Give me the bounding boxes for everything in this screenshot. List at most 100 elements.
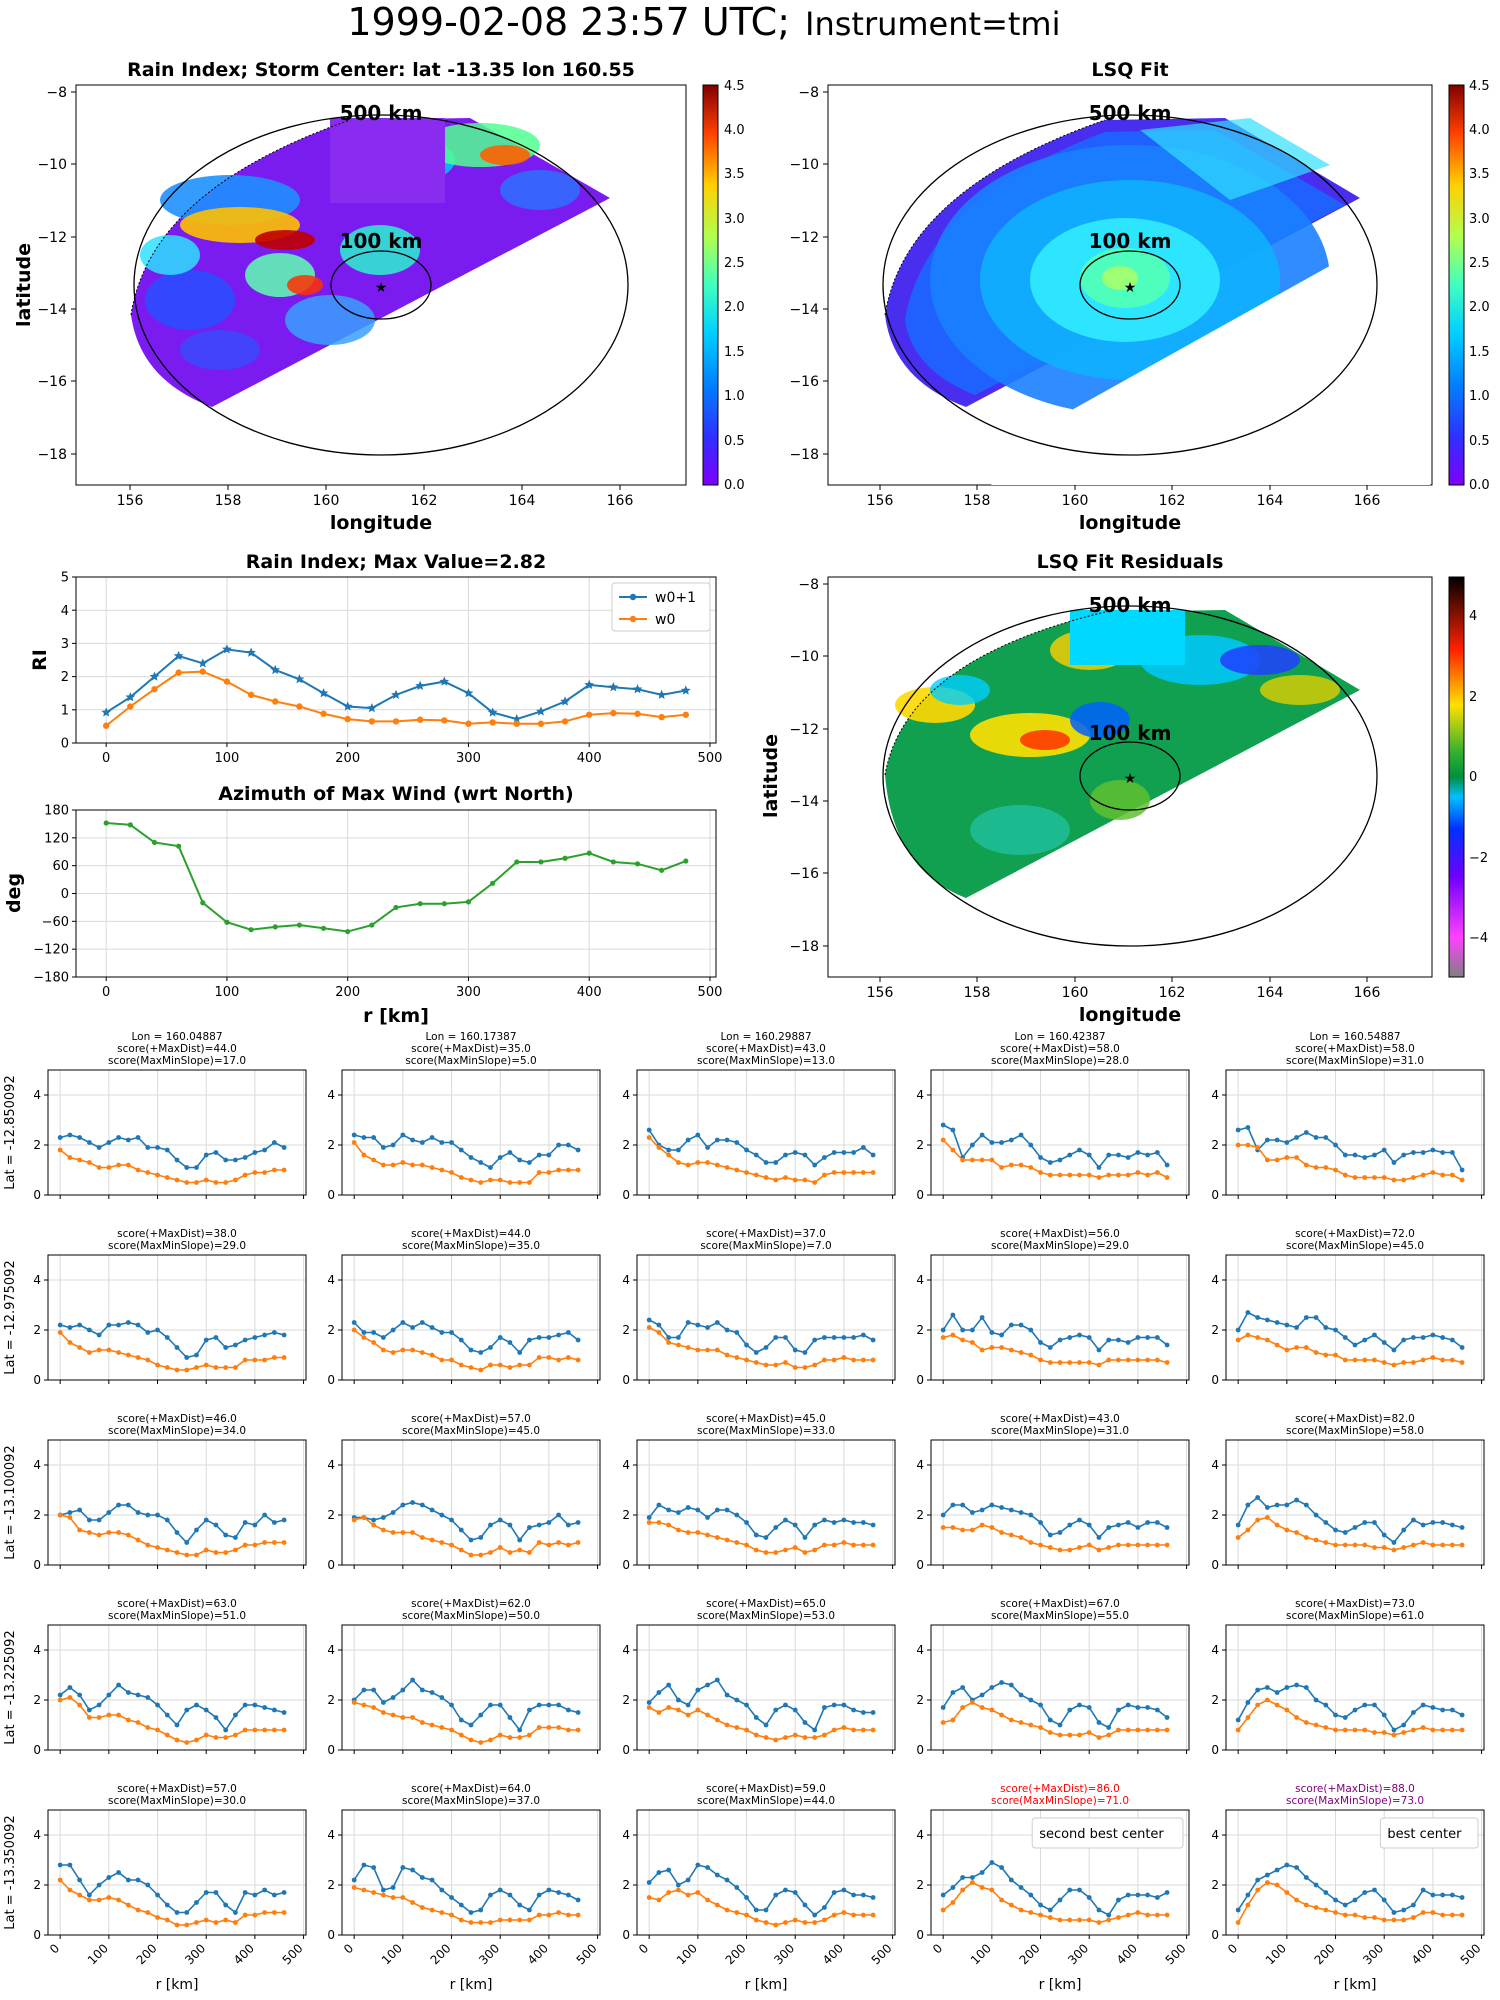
score-maxdist: score(+MaxDist)=67.0 — [1000, 1598, 1120, 1610]
series-w0-point — [164, 1732, 170, 1738]
series-w0plus1-point — [656, 1502, 662, 1508]
series-w0-point — [439, 1167, 445, 1173]
series-w0plus1-point — [419, 1140, 425, 1145]
series-w0plus1-point — [1235, 1907, 1241, 1913]
series-w0plus1-point — [960, 1685, 966, 1690]
series-w0plus1-point — [507, 1522, 513, 1528]
svg-text:160: 160 — [313, 493, 340, 509]
x-tick-label: 500 — [1458, 1941, 1484, 1967]
series-w0-point — [1077, 1545, 1082, 1550]
series-w0-point — [213, 1550, 219, 1555]
series-w0plus1-point — [1255, 1315, 1261, 1320]
series-azimuth — [103, 820, 689, 935]
series-w0plus1-point — [271, 1140, 277, 1145]
series-w0-point — [1096, 1920, 1102, 1925]
series-w0plus1-point — [1333, 1712, 1338, 1718]
series-w0-point — [1352, 1912, 1358, 1918]
series-w0plus1-point — [1235, 1717, 1241, 1723]
y-tick-label: 0 — [33, 1743, 41, 1757]
series-w0-point — [724, 1165, 730, 1170]
y-tick-label: 180 — [44, 804, 69, 819]
series-w0-point — [468, 1552, 474, 1558]
y-tick-label: 0 — [622, 1743, 630, 1757]
series-w0plus1-point — [1145, 1705, 1151, 1710]
row-label: Lat = -12.975092 — [3, 1260, 18, 1374]
series-w0-point — [1135, 1357, 1141, 1363]
series-w0plus1-point — [646, 1700, 652, 1705]
series-w0-point — [1038, 1542, 1043, 1548]
series-w0-point — [458, 1732, 464, 1738]
series-w0plus1-point — [67, 1862, 73, 1868]
azimuth-ylabel: deg — [3, 873, 25, 913]
series-w0plus1-point — [1135, 1335, 1141, 1340]
ring-label-100: 100 km — [1089, 721, 1172, 745]
series-w0-point — [1145, 1357, 1151, 1363]
series-w0plus1-point — [96, 1702, 102, 1708]
series-w0plus1-point — [497, 1702, 503, 1708]
series-w0plus1-point — [410, 1500, 415, 1505]
series-w0-line — [648, 1326, 874, 1369]
series-w0-point — [488, 1362, 493, 1368]
series-w0-point — [666, 1340, 672, 1345]
azimuth-title: Azimuth of Max Wind (wrt North) — [218, 783, 574, 805]
series-w0-point — [860, 1727, 866, 1733]
series-w0-point — [822, 1172, 827, 1178]
series-w0-point — [960, 1887, 966, 1893]
series-w0-point — [763, 1735, 769, 1740]
series-w0-point — [575, 1727, 581, 1733]
series-w0-point — [497, 1732, 503, 1738]
series-w0-point — [675, 1887, 681, 1893]
series-w0plus1-point — [1096, 1720, 1102, 1725]
series-w0plus1-point — [763, 1160, 769, 1165]
series-w0-point — [390, 1530, 396, 1535]
y-tick-label: 2 — [1211, 1323, 1219, 1337]
axes-frame — [341, 1809, 601, 1936]
series-w0-point — [410, 1347, 415, 1353]
candidate-panel: 024score(+MaxDist)=45.0score(MaxMinSlope… — [622, 1413, 896, 1572]
series-w0plus1-point — [734, 1697, 740, 1703]
svg-text:156: 156 — [867, 985, 894, 1001]
series-w0-point — [1018, 1162, 1024, 1168]
series-w0-point — [536, 1355, 542, 1360]
axes-frame — [930, 1809, 1190, 1936]
y-tick-label: 4 — [327, 1458, 335, 1472]
series-w0-point — [1313, 1165, 1319, 1170]
series-w0-line — [648, 1136, 874, 1184]
series-w0plus1-point — [449, 1140, 454, 1145]
panel-xlabel: r [km] — [156, 1977, 199, 1993]
series-w0-point — [1008, 1162, 1014, 1168]
series-w0plus1-point — [841, 1517, 847, 1523]
row-label: Lat = -12.850092 — [3, 1075, 18, 1189]
series-w0plus1-point — [1154, 1335, 1160, 1340]
series-w0-point — [1440, 1912, 1446, 1918]
y-tick-label: 2 — [33, 1508, 41, 1522]
y-tick-label: 4 — [1211, 1828, 1219, 1842]
series-w0-point — [1459, 1177, 1465, 1183]
series-w0-point — [695, 1347, 701, 1353]
series-w0-line — [105, 670, 686, 727]
candidate-panel: 024score(+MaxDist)=67.0score(MaxMinSlope… — [916, 1598, 1190, 1757]
series-w0plus1-point — [1154, 1520, 1160, 1525]
series-w0-point — [656, 1145, 662, 1150]
svg-text:−18: −18 — [789, 939, 819, 955]
series-w0plus1-point — [744, 1147, 749, 1153]
svg-text:4.5: 4.5 — [724, 79, 745, 94]
y-tick-label: 0 — [622, 1558, 630, 1572]
series-w0-point — [561, 718, 569, 725]
series-w0plus1-point — [262, 1512, 268, 1518]
svg-text:164: 164 — [1257, 985, 1284, 1001]
series-w0plus1-point — [1440, 1335, 1446, 1340]
series-w0-point — [1154, 1912, 1160, 1918]
series-w0plus1-point — [1164, 1715, 1170, 1720]
score-maxdist: score(+MaxDist)=88.0 — [1295, 1783, 1415, 1795]
series-w0plus1-point — [371, 1687, 377, 1693]
x-tick-label: 200 — [723, 1941, 749, 1967]
series-w0plus1-point — [135, 1877, 141, 1883]
series-w0-line — [59, 1879, 285, 1926]
series-w0plus1-point — [1440, 1150, 1446, 1155]
series-w0-point — [429, 1722, 435, 1728]
series-w0plus1-point — [940, 1705, 946, 1710]
series-w0plus1-point — [1401, 1152, 1407, 1158]
series-w0-point — [96, 1165, 102, 1170]
series-w0plus1-point — [744, 1702, 749, 1708]
